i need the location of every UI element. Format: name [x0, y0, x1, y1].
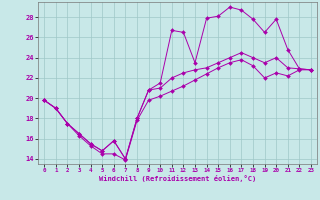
- X-axis label: Windchill (Refroidissement éolien,°C): Windchill (Refroidissement éolien,°C): [99, 175, 256, 182]
